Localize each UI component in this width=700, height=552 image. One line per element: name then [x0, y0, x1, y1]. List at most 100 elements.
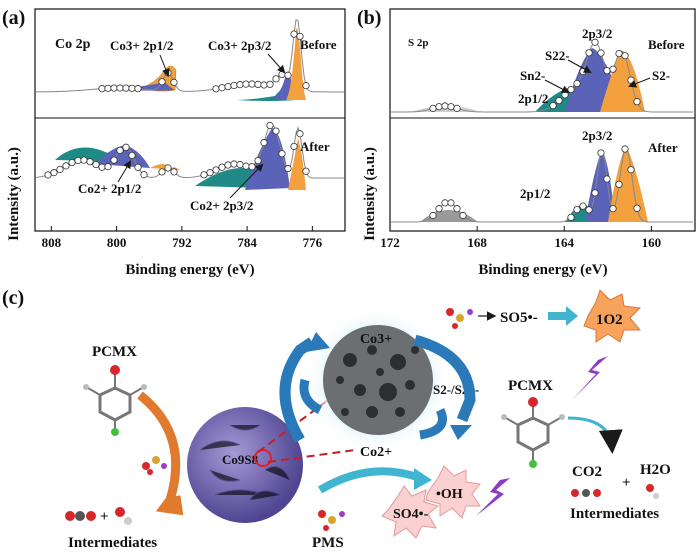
panel-b-frame [389, 8, 696, 232]
data-point [278, 70, 286, 79]
data-point [549, 101, 557, 110]
data-point [242, 162, 250, 170]
data-point [597, 149, 605, 157]
sem-pores [336, 345, 419, 418]
panel-b-xaxis: 172 168 164 160 [380, 226, 661, 250]
data-point [50, 169, 58, 177]
oh-radical-label: •OH [436, 487, 463, 502]
co3-2p12-arrow [159, 54, 170, 77]
panel-b-ylabel: Intensity (a.u.) [362, 147, 378, 241]
cycle-arrow-left-down [299, 378, 323, 415]
so5-to-o2-arrow [548, 306, 578, 326]
b-s2-label: S2- [652, 68, 670, 83]
pcmx-left-label: PCMX [92, 344, 137, 360]
panel-a-frame [34, 8, 346, 232]
h2o-label: H2O [640, 462, 671, 478]
b-2p12-bottom-label: 2p1/2 [520, 186, 550, 201]
data-point [62, 162, 70, 170]
co9s8-flakes [199, 424, 291, 501]
pcmx-right-label: PCMX [508, 378, 553, 394]
sem-image [323, 325, 433, 435]
data-point [224, 82, 232, 91]
products-plus: + [622, 475, 631, 491]
data-point [134, 85, 142, 93]
data-point [573, 206, 581, 214]
data-point [92, 160, 100, 169]
data-point [567, 85, 575, 94]
data-point [248, 163, 256, 171]
data-point [585, 206, 593, 214]
data-point [459, 211, 467, 220]
orange-degradation-arrow [137, 391, 184, 516]
products-molecules [571, 484, 659, 499]
intermediates-left-plus: + [100, 509, 109, 525]
data-point [453, 205, 461, 213]
x-tick-label: 160 [642, 235, 662, 250]
data-point [603, 175, 611, 183]
data-point [627, 166, 635, 174]
lightning-top [572, 356, 608, 400]
data-point [80, 156, 88, 164]
panel-a-xlabel: Binding energy (eV) [125, 262, 254, 278]
data-point [110, 84, 118, 92]
panel-c-label: (c) [2, 287, 24, 309]
data-point [134, 163, 142, 171]
data-point [56, 165, 64, 174]
data-point [435, 103, 443, 111]
intermediates-left-label: Intermediates [68, 535, 157, 551]
data-point [260, 81, 268, 89]
panel-b-label: (b) [357, 7, 381, 29]
b-2p32-bottom-label: 2p3/2 [582, 128, 612, 143]
panel-a-xaxis: 808 800 792 784 776 [42, 226, 323, 250]
panel-a-after: After [300, 139, 330, 154]
data-point [591, 38, 599, 46]
data-point [224, 161, 232, 169]
data-point [44, 171, 52, 179]
data-point [621, 52, 629, 60]
singlet-o2-burst [583, 289, 642, 343]
intermediates-right-label: Intermediates [570, 506, 659, 522]
data-point [104, 163, 112, 171]
data-point [284, 164, 292, 173]
pms-molecule-left [142, 456, 167, 475]
x-tick-label: 168 [467, 235, 487, 250]
data-point [140, 171, 148, 179]
pms-label: PMS [312, 535, 344, 551]
a-after-co2-2p12-peak [95, 145, 150, 168]
panel-a-element: Co 2p [55, 37, 91, 52]
b-before-s2-peak [600, 51, 645, 112]
data-point [248, 80, 256, 88]
data-point [567, 213, 575, 221]
data-point [284, 71, 292, 79]
pms-molecule-top [446, 308, 473, 329]
so5-label: SO5•- [500, 310, 538, 326]
data-point [627, 76, 635, 84]
x-tick-label: 808 [42, 235, 62, 250]
x-tick-label: 164 [555, 235, 575, 250]
panel-b-before: Before [648, 37, 685, 52]
panel-b-element: S 2p [408, 37, 429, 49]
b-sn2-arrow [544, 79, 570, 93]
data-point [128, 151, 136, 160]
b-after-datapoints [429, 145, 641, 221]
data-point [435, 205, 443, 213]
data-point [266, 121, 274, 130]
panel-a-ylabel: Intensity (a.u.) [6, 147, 22, 241]
data-point [302, 82, 310, 90]
pms-arrowhead [414, 468, 432, 490]
intermediates-left-molecules [65, 507, 132, 525]
singlet-o2-label: 1O2 [596, 312, 623, 328]
pcmx-left-molecule [83, 365, 147, 436]
pcmx-to-products-arrow [567, 416, 623, 454]
data-point [591, 189, 599, 197]
a-after-datapoints [44, 121, 310, 179]
data-point [104, 84, 112, 92]
data-point [170, 168, 178, 176]
data-point [86, 158, 94, 166]
co3-label: Co3+ [360, 332, 392, 347]
data-point [573, 79, 581, 88]
data-point [633, 204, 641, 212]
data-point [122, 143, 130, 151]
x-tick-label: 776 [303, 235, 323, 250]
